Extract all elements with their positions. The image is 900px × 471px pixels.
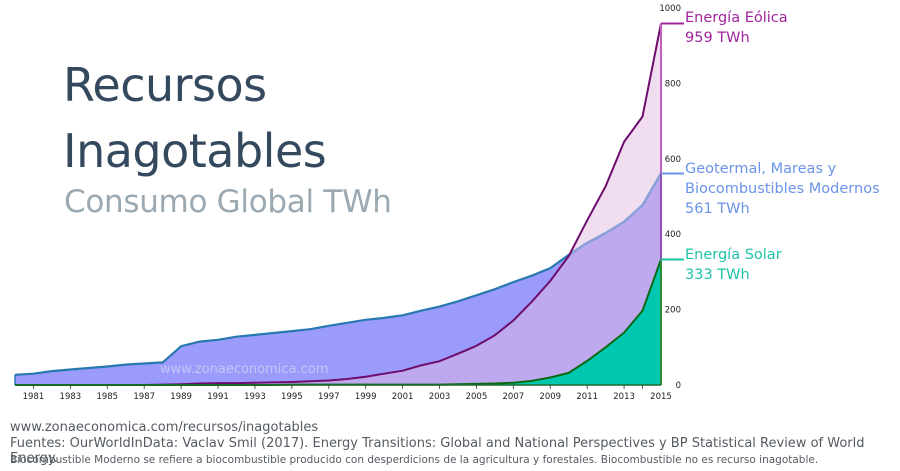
y-tick-label: 200 bbox=[665, 306, 681, 316]
geo-line-faded bbox=[568, 172, 663, 256]
geo-series-label: Geotermal, Mareas y Biocombustibles Mode… bbox=[685, 159, 880, 219]
chart-title-line1: Recursos bbox=[63, 58, 267, 112]
x-tick-label: 2005 bbox=[466, 392, 488, 402]
x-tick-label: 1999 bbox=[355, 392, 377, 402]
x-tick-label: 1981 bbox=[23, 392, 45, 402]
x-tick-label: 1993 bbox=[244, 392, 266, 402]
x-tick-label: 1987 bbox=[133, 392, 155, 402]
chart-title-line2: Inagotables bbox=[63, 124, 327, 178]
x-tick-label: 1983 bbox=[60, 392, 82, 402]
x-tick-label: 2013 bbox=[613, 392, 635, 402]
x-tick-label: 1997 bbox=[318, 392, 340, 402]
geo-line bbox=[14, 172, 662, 376]
solar-series-label: Energía Solar 333 TWh bbox=[685, 245, 782, 285]
y-tick-label: 400 bbox=[665, 230, 681, 240]
x-tick-label: 2009 bbox=[539, 392, 561, 402]
y-tick-label: 800 bbox=[665, 79, 681, 89]
wind-label-name: Energía Eólica bbox=[685, 10, 788, 26]
footer-url: www.zonaeconomica.com/recursos/inagotabl… bbox=[10, 420, 319, 435]
x-tick-label: 1985 bbox=[96, 392, 118, 402]
solar-label-value: 333 TWh bbox=[685, 267, 750, 283]
y-tick-label: 1000 bbox=[659, 4, 681, 14]
footer-note: Biocombustible Moderno se refiere a bioc… bbox=[10, 454, 819, 466]
x-tick-label: 2001 bbox=[392, 392, 414, 402]
chart-subtitle: Consumo Global TWh bbox=[64, 184, 392, 220]
geo-label-value: 561 TWh bbox=[685, 201, 750, 217]
wind-series-label: Energía Eólica 959 TWh bbox=[685, 8, 788, 48]
x-tick-label: 1995 bbox=[281, 392, 303, 402]
x-tick-label: 2011 bbox=[576, 392, 598, 402]
geo-label-name-1: Geotermal, Mareas y bbox=[685, 161, 837, 177]
solar-area bbox=[15, 259, 661, 385]
geo-label-name-2: Biocombustibles Modernos bbox=[685, 181, 880, 197]
x-tick-label: 2015 bbox=[650, 392, 672, 402]
chart-axes: 1981 1983 1985 1987 1989 1991 1993 1995 1997 1999… bbox=[15, 4, 681, 402]
footer-sources: Fuentes: OurWorldInData: Vaclav Smil (20… bbox=[10, 436, 865, 466]
watermark: www.zonaeconomica.com bbox=[160, 362, 328, 377]
x-tick-label: 1991 bbox=[207, 392, 229, 402]
y-tick-label: 0 bbox=[676, 381, 681, 391]
y-tick-label: 600 bbox=[665, 155, 681, 165]
solar-label-name: Energía Solar bbox=[685, 247, 782, 263]
x-tick-label: 2007 bbox=[503, 392, 525, 402]
label-leaders bbox=[661, 22, 684, 261]
x-tick-label: 2003 bbox=[429, 392, 451, 402]
x-tick-label: 1989 bbox=[170, 392, 192, 402]
wind-label-value: 959 TWh bbox=[685, 30, 750, 46]
